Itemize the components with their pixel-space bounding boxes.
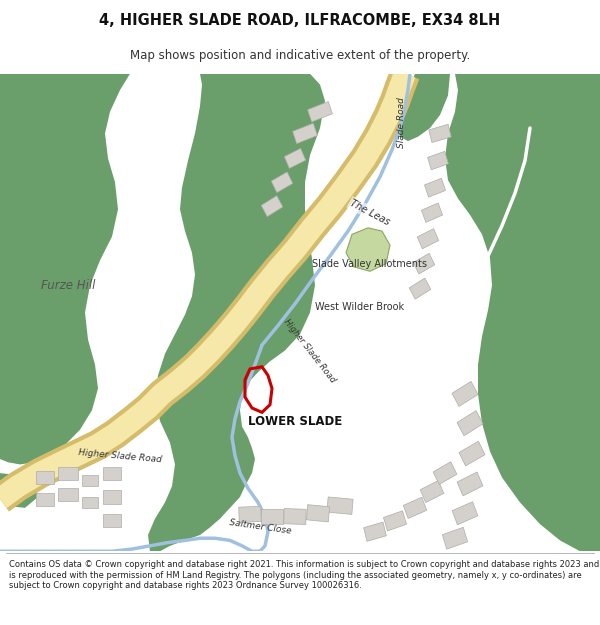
Polygon shape	[452, 381, 478, 406]
Polygon shape	[0, 74, 130, 464]
Polygon shape	[261, 196, 283, 217]
Text: LOWER SLADE: LOWER SLADE	[248, 414, 342, 428]
Polygon shape	[82, 475, 98, 486]
Polygon shape	[36, 492, 54, 506]
Polygon shape	[413, 253, 435, 274]
Polygon shape	[239, 506, 261, 522]
Polygon shape	[429, 124, 451, 142]
Polygon shape	[284, 148, 305, 168]
Polygon shape	[403, 498, 427, 519]
Text: 4, HIGHER SLADE ROAD, ILFRACOMBE, EX34 8LH: 4, HIGHER SLADE ROAD, ILFRACOMBE, EX34 8…	[100, 13, 500, 28]
Polygon shape	[420, 481, 444, 502]
Polygon shape	[428, 151, 448, 170]
Polygon shape	[103, 514, 121, 528]
Polygon shape	[346, 228, 390, 271]
Polygon shape	[284, 509, 306, 524]
Polygon shape	[457, 411, 483, 436]
Polygon shape	[457, 472, 483, 496]
Polygon shape	[36, 471, 54, 484]
Polygon shape	[0, 473, 38, 508]
Text: Higher Slade Road: Higher Slade Road	[283, 317, 338, 384]
Polygon shape	[82, 497, 98, 508]
Text: Contains OS data © Crown copyright and database right 2021. This information is : Contains OS data © Crown copyright and d…	[9, 560, 599, 590]
Polygon shape	[383, 511, 407, 531]
Polygon shape	[103, 467, 121, 479]
Text: Higher Slade Road: Higher Slade Road	[78, 448, 162, 464]
Polygon shape	[452, 502, 478, 525]
Polygon shape	[148, 74, 325, 551]
Polygon shape	[293, 123, 317, 144]
Polygon shape	[364, 522, 386, 541]
Text: Map shows position and indicative extent of the property.: Map shows position and indicative extent…	[130, 49, 470, 62]
Text: Slade Road: Slade Road	[398, 97, 407, 148]
Polygon shape	[445, 74, 600, 551]
Polygon shape	[421, 203, 443, 222]
Text: Furze Hill: Furze Hill	[41, 279, 95, 292]
Text: The Leas: The Leas	[349, 198, 392, 228]
Text: Saltmer Close: Saltmer Close	[229, 519, 292, 536]
Text: Slade Valley Allotments: Slade Valley Allotments	[313, 259, 427, 269]
Polygon shape	[398, 74, 450, 141]
Polygon shape	[58, 467, 78, 479]
Polygon shape	[103, 491, 121, 504]
Polygon shape	[424, 178, 446, 197]
Polygon shape	[418, 229, 439, 249]
Polygon shape	[20, 380, 80, 423]
Polygon shape	[409, 278, 431, 299]
Polygon shape	[459, 441, 485, 466]
Polygon shape	[433, 462, 457, 484]
Polygon shape	[308, 101, 332, 122]
Polygon shape	[327, 497, 353, 514]
Polygon shape	[261, 509, 283, 524]
Polygon shape	[442, 528, 467, 549]
Polygon shape	[271, 172, 293, 192]
Text: West Wilder Brook: West Wilder Brook	[316, 302, 404, 312]
Polygon shape	[307, 504, 329, 522]
Polygon shape	[58, 488, 78, 501]
